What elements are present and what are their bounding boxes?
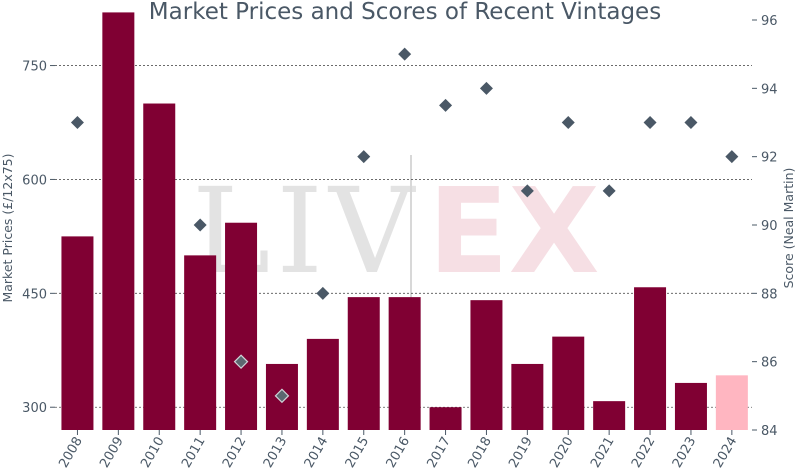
price-bars <box>61 12 748 430</box>
bar-2008 <box>61 236 94 430</box>
right-tick-label: 96 <box>761 14 778 29</box>
left-axis-label: Market Prices (£/12x75) <box>0 153 15 302</box>
x-tick-label: 2019 <box>506 435 536 471</box>
x-tick-label: 2017 <box>424 435 454 471</box>
bar-2020 <box>552 336 585 430</box>
bar-2014 <box>306 338 339 430</box>
score-point-2018 <box>479 81 493 95</box>
bar-2018 <box>470 300 503 430</box>
x-tick-label: 2020 <box>547 435 577 471</box>
right-tick-label: 88 <box>761 287 778 302</box>
bar-2011 <box>184 255 217 430</box>
chart-title: Market Prices and Scores of Recent Vinta… <box>149 0 661 25</box>
score-point-2020 <box>561 116 575 129</box>
bar-2021 <box>593 401 626 430</box>
score-point-2023 <box>684 116 698 129</box>
score-point-2012 <box>233 354 249 370</box>
bar-2015 <box>347 297 380 430</box>
x-tick-label: 2010 <box>138 435 168 471</box>
score-point-2011 <box>193 218 207 232</box>
score-point-2022 <box>643 116 657 129</box>
bar-2024 <box>715 375 748 430</box>
bar-2019 <box>511 363 544 430</box>
x-tick-label: 2021 <box>588 435 618 471</box>
right-tick-label: 84 <box>761 424 778 439</box>
score-point-2015 <box>357 150 371 164</box>
score-points <box>70 47 739 404</box>
right-axis: 84 86 88 90 92 94 96 <box>752 14 778 439</box>
x-tick-label: 2008 <box>56 435 86 471</box>
score-point-2008 <box>70 116 84 129</box>
x-tick-label: 2014 <box>302 435 332 471</box>
right-tick-label: 90 <box>761 219 778 234</box>
x-axis: 2008 2009 2010 2011 2012 2013 2014 2015 2016 2017… <box>56 430 740 471</box>
x-tick-label: 2022 <box>629 435 659 471</box>
score-point-2013 <box>274 388 290 404</box>
bar-2009 <box>102 12 135 430</box>
left-tick-label: 600 <box>22 173 47 188</box>
left-tick-label: 750 <box>22 60 47 75</box>
x-tick-label: 2011 <box>179 435 209 471</box>
right-axis-label: Score (Neal Martin) <box>781 168 796 289</box>
x-tick-label: 2012 <box>220 435 250 471</box>
bar-2023 <box>674 382 707 430</box>
score-point-2014 <box>316 286 330 300</box>
bar-2016 <box>388 297 421 430</box>
score-point-2024 <box>725 150 739 164</box>
x-tick-label: 2023 <box>670 435 700 471</box>
bar-2022 <box>634 287 667 430</box>
left-axis: 300 450 600 750 <box>22 60 55 416</box>
left-tick-label: 300 <box>22 401 47 416</box>
score-point-2016 <box>398 47 412 61</box>
x-tick-label: 2018 <box>465 435 495 471</box>
score-point-2019 <box>520 184 534 198</box>
bar-2010 <box>143 103 176 430</box>
bar-2017 <box>429 407 462 430</box>
x-tick-label: 2013 <box>261 435 291 471</box>
x-tick-label: 2009 <box>97 435 127 471</box>
right-tick-label: 92 <box>761 151 778 166</box>
score-point-2017 <box>439 98 453 112</box>
x-tick-label: 2015 <box>343 435 373 471</box>
bar-2012 <box>225 222 258 430</box>
left-tick-label: 450 <box>22 287 47 302</box>
score-point-2021 <box>602 184 616 198</box>
x-tick-label: 2016 <box>384 435 414 471</box>
right-tick-label: 86 <box>761 356 778 371</box>
right-tick-label: 94 <box>761 82 778 97</box>
x-tick-label: 2024 <box>711 435 741 471</box>
watermark-ex: EX <box>428 162 600 300</box>
